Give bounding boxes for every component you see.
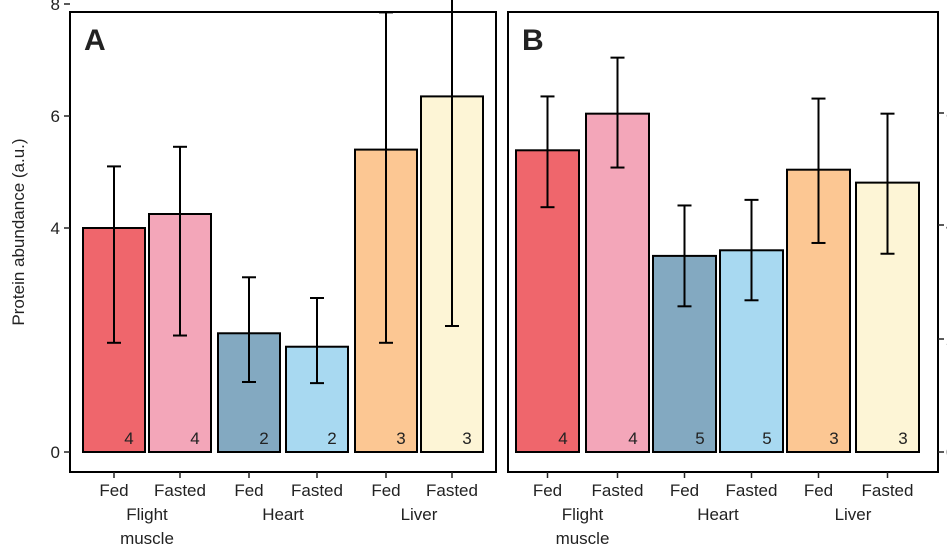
group-label: Heart <box>262 505 304 524</box>
sample-size-label: 3 <box>396 429 405 448</box>
x-tick-label: Fed <box>234 481 263 500</box>
panel-a: A 0 4 6 8 Protein abundance (a.u.) 4 Fed 4 Fasted… <box>9 0 497 548</box>
sample-size-label: 2 <box>259 429 268 448</box>
x-tick-label: Fasted <box>426 481 478 500</box>
group-label: Heart <box>697 505 739 524</box>
x-tick-label: Fasted <box>592 481 644 500</box>
x-tick-label: Fed <box>670 481 699 500</box>
sample-size-label: 4 <box>124 429 133 448</box>
x-tick-label: Fed <box>99 481 128 500</box>
y-tick-label: 4 <box>51 219 60 238</box>
y-tick-label: 8 <box>51 0 60 14</box>
sample-size-label: 3 <box>898 429 907 448</box>
x-tick-label: Fasted <box>291 481 343 500</box>
x-tick-label: Fasted <box>154 481 206 500</box>
y-axis-label: Protein abundance (a.u.) <box>9 138 28 325</box>
sample-size-label: 4 <box>628 429 637 448</box>
sample-size-label: 5 <box>695 429 704 448</box>
panel-b: B02484Fed4Fasted5Fed5Fasted3Fed3FastedFl… <box>507 11 947 548</box>
sample-size-label: 3 <box>829 429 838 448</box>
group-label: Liver <box>401 505 438 524</box>
panel-frame <box>69 11 497 473</box>
x-tick-label: Fasted <box>862 481 914 500</box>
x-tick-label: Fasted <box>726 481 778 500</box>
sample-size-label: 4 <box>558 429 567 448</box>
panel-frame <box>507 11 939 473</box>
group-label: Liver <box>835 505 872 524</box>
x-tick-label: Fed <box>371 481 400 500</box>
group-label: Flight muscle <box>120 505 174 548</box>
sample-size-label: 4 <box>190 429 199 448</box>
bar <box>585 112 650 453</box>
y-tick-label: 6 <box>51 107 60 126</box>
group-label: Flight muscle <box>556 505 610 548</box>
panel-label: B <box>522 24 544 57</box>
x-tick-label: Fed <box>804 481 833 500</box>
panel-label: A <box>84 24 106 57</box>
y-tick-label: 0 <box>51 443 60 462</box>
x-tick-label: Fed <box>533 481 562 500</box>
sample-size-label: 5 <box>762 429 771 448</box>
sample-size-label: 3 <box>462 429 471 448</box>
sample-size-label: 2 <box>327 429 336 448</box>
